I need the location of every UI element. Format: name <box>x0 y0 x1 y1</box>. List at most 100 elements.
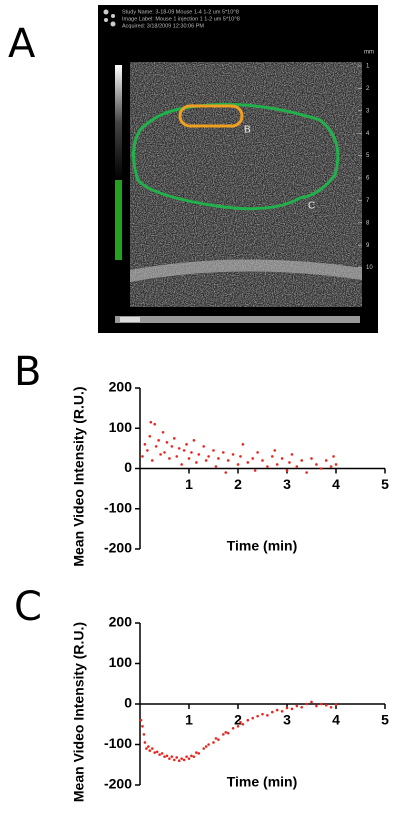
depth-label: 9 <box>366 243 370 249</box>
data-point <box>150 747 154 750</box>
data-point <box>239 455 242 458</box>
data-point <box>148 749 152 752</box>
data-point <box>285 706 289 710</box>
data-point <box>185 755 188 758</box>
data-point <box>334 463 338 466</box>
data-point <box>332 455 335 458</box>
data-point <box>195 461 198 464</box>
data-point <box>163 451 166 454</box>
roi-b-outline <box>178 104 244 128</box>
data-point <box>177 759 181 762</box>
x-tick-label: 2 <box>234 712 242 728</box>
x-tick-label: 2 <box>234 476 242 492</box>
data-point <box>173 758 176 762</box>
data-point <box>315 704 318 708</box>
x-tick-label: 5 <box>381 476 389 492</box>
data-point <box>280 709 284 713</box>
data-point <box>253 469 257 472</box>
data-point <box>170 755 174 758</box>
depth-label: 5 <box>366 153 370 159</box>
data-point <box>175 756 179 759</box>
data-point <box>165 441 169 444</box>
logo <box>103 9 116 27</box>
data-point <box>246 718 250 722</box>
data-point <box>305 702 308 706</box>
data-point <box>324 703 328 707</box>
data-point <box>224 471 228 474</box>
data-point <box>273 449 277 452</box>
data-point <box>310 700 313 704</box>
data-point <box>182 758 186 762</box>
x-tick-label: 5 <box>381 712 389 728</box>
data-point <box>146 449 149 452</box>
data-point <box>155 750 159 754</box>
roi-c-outline <box>132 102 340 211</box>
x-tick-label: 4 <box>332 476 340 492</box>
data-point <box>285 469 289 472</box>
data-point <box>173 437 176 440</box>
data-point <box>217 457 220 460</box>
data-point <box>187 757 191 760</box>
data-point <box>182 449 186 452</box>
data-point <box>204 745 208 748</box>
data-point <box>271 455 274 458</box>
slider-thumb <box>120 317 140 322</box>
x-tick-label: 3 <box>283 712 291 728</box>
data-point <box>315 463 318 466</box>
data-point <box>185 443 188 446</box>
data-point <box>159 453 162 456</box>
data-point <box>192 755 196 758</box>
data-point <box>305 471 308 474</box>
data-point <box>160 752 164 755</box>
data-point <box>180 757 183 760</box>
data-point <box>241 722 245 726</box>
data-point <box>295 465 299 468</box>
data-point <box>246 461 250 464</box>
depth-unit: mm <box>364 50 374 56</box>
panel-label: B <box>14 349 41 395</box>
data-point <box>161 430 165 434</box>
data-point <box>329 465 333 468</box>
data-point <box>217 738 220 741</box>
data-point <box>300 459 304 462</box>
data-point <box>153 422 156 426</box>
chart: B -200 -100 0 100 200 1 2 3 4 5 Time (min) Mean Vide… <box>14 349 389 567</box>
y-tick-label: 200 <box>109 379 133 395</box>
data-point <box>150 459 154 462</box>
data-point <box>251 457 254 460</box>
data-point <box>190 754 193 758</box>
y-tick-label: -200 <box>104 776 132 792</box>
data-point <box>266 465 269 468</box>
data-point <box>195 751 198 754</box>
green-scale-bar <box>115 180 122 260</box>
data-point <box>256 714 259 718</box>
x-tick-label: 3 <box>283 476 291 492</box>
data-point <box>239 720 242 724</box>
x-axis-title: Time (min) <box>227 538 298 554</box>
depth-label: 8 <box>366 220 370 226</box>
ultrasound-image: Study Name: 3-18-09 Mouse 1-4 1-2 um 5*1… <box>98 5 378 333</box>
data-point <box>310 457 313 460</box>
data-point <box>300 705 304 709</box>
data-point <box>222 733 225 736</box>
data-point <box>197 752 201 755</box>
x-tick-label: 1 <box>185 712 193 728</box>
data-point <box>256 451 259 454</box>
data-point <box>149 420 153 424</box>
data-point <box>226 731 230 735</box>
data-point <box>142 733 146 736</box>
depth-label: 2 <box>366 86 370 92</box>
data-point <box>158 753 161 756</box>
tissue-band <box>130 259 362 282</box>
data-point <box>231 727 235 730</box>
data-point <box>290 453 294 456</box>
panel-label: A <box>8 21 36 67</box>
data-point <box>271 710 274 714</box>
roi-label: B <box>244 125 251 136</box>
data-point <box>170 445 174 448</box>
y-tick-label: 100 <box>109 654 133 670</box>
chart: C -200 -100 0 100 200 1 2 3 4 5 Time (min) Mean Vide… <box>14 584 389 802</box>
data-point <box>251 716 254 720</box>
data-point <box>141 724 144 728</box>
